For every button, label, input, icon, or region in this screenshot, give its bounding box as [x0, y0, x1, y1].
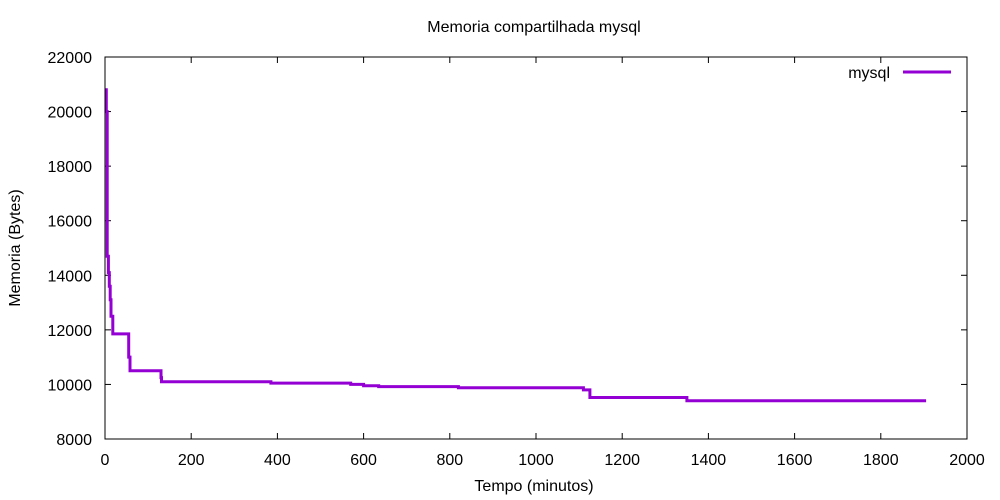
y-axis-label: Memoria (Bytes): [7, 189, 24, 306]
x-tick-label: 200: [178, 452, 205, 469]
x-tick-label: 1400: [691, 452, 727, 469]
x-tick-label: 1000: [518, 452, 554, 469]
x-tick-label: 2000: [949, 452, 985, 469]
chart-title: Memoria compartilhada mysql: [427, 19, 640, 36]
y-tick-label: 18000: [48, 159, 93, 176]
x-tick-label: 1600: [777, 452, 813, 469]
x-tick-label: 800: [436, 452, 463, 469]
legend-label: mysql: [848, 65, 890, 82]
legend: mysql: [848, 65, 951, 82]
y-tick-label: 10000: [48, 377, 93, 394]
x-tick-label: 600: [350, 452, 377, 469]
y-tick-label: 16000: [48, 214, 93, 231]
x-tick-label: 1800: [863, 452, 899, 469]
y-tick-label: 12000: [48, 323, 93, 340]
y-tick-label: 20000: [48, 105, 93, 122]
plot-frame: [104, 56, 968, 440]
x-tick-label: 0: [101, 452, 110, 469]
x-axis-label: Tempo (minutos): [474, 478, 593, 495]
y-tick-label: 8000: [56, 432, 92, 449]
x-tick-label: 400: [264, 452, 291, 469]
y-tick-label: 14000: [48, 268, 93, 285]
series-line-mysql: [104, 88, 927, 403]
series-layer: [104, 88, 927, 403]
y-tick-label: 22000: [48, 50, 93, 67]
x-tick-label: 1200: [604, 452, 640, 469]
axis-tick-labels: 0 200 400 600 800 1000 1200 1400 1600 1800 2000 800…: [48, 50, 985, 469]
